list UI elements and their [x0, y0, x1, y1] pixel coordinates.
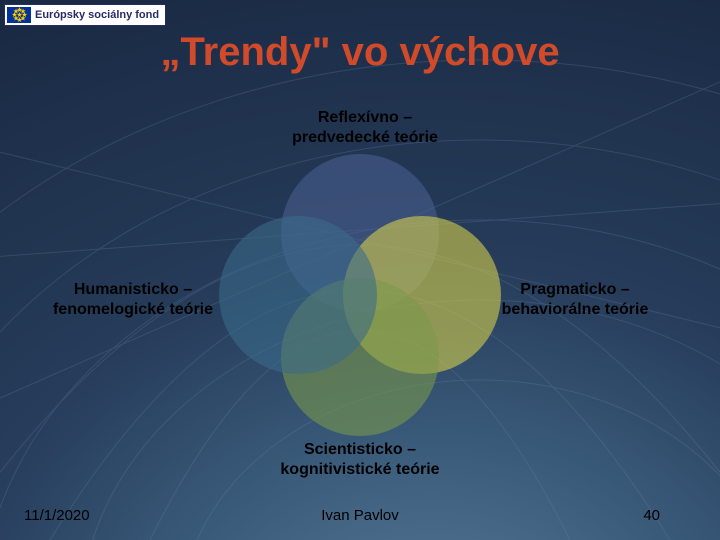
- slide-title: „Trendy" vo výchove: [0, 30, 720, 75]
- label-top: Reflexívno – predvedecké teórie: [255, 108, 475, 148]
- label-left-line1: Humanisticko –: [74, 281, 192, 298]
- slide: Európsky sociálny fond „Trendy" vo výcho…: [0, 0, 720, 540]
- label-left: Humanisticko – fenomelogické teórie: [18, 280, 248, 320]
- label-top-line1: Reflexívno –: [318, 109, 412, 126]
- eu-flag-icon: [7, 7, 31, 23]
- esf-logo-text: Európsky sociálny fond: [35, 9, 159, 21]
- venn-diagram: [220, 155, 500, 435]
- label-right-line2: behaviorálne teórie: [502, 301, 649, 318]
- label-bottom-line1: Scientisticko –: [304, 441, 416, 458]
- label-bottom: Scientisticko – kognitivistické teórie: [220, 440, 500, 480]
- label-right: Pragmaticko – behaviorálne teórie: [460, 280, 690, 320]
- label-right-line1: Pragmaticko –: [520, 281, 629, 298]
- label-bottom-line2: kognitivistické teórie: [280, 461, 439, 478]
- label-top-line2: predvedecké teórie: [292, 129, 438, 146]
- esf-logo: Európsky sociálny fond: [4, 4, 166, 26]
- footer-author: Ivan Pavlov: [0, 507, 720, 524]
- footer-page-number: 40: [643, 507, 660, 524]
- label-left-line2: fenomelogické teórie: [53, 301, 213, 318]
